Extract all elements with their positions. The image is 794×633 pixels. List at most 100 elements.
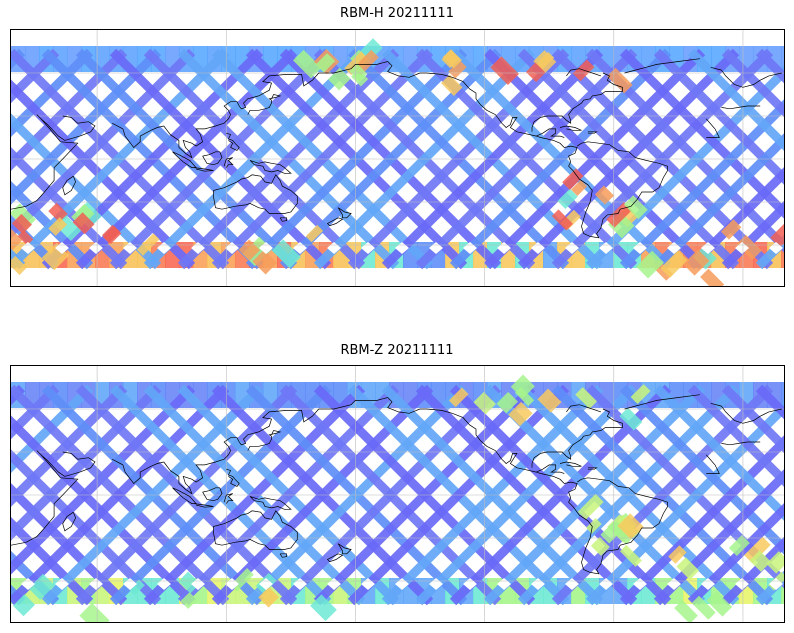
highlight-cell — [514, 386, 535, 407]
highlight-cell — [178, 571, 201, 594]
highlight-cell — [594, 185, 615, 205]
coastline — [62, 511, 76, 532]
south-band-cell — [781, 578, 784, 604]
highlight-cell — [271, 239, 301, 269]
map-canvas-top — [11, 30, 784, 286]
coastline — [213, 510, 298, 550]
map-canvas-bottom — [11, 366, 784, 622]
highlight-cell — [744, 536, 771, 564]
highlight-cell — [442, 49, 462, 69]
coastline — [202, 151, 223, 166]
north-band-cell — [781, 382, 784, 408]
ascending-track — [687, 384, 784, 487]
coastline — [279, 553, 287, 558]
north-band-cell — [781, 46, 784, 72]
coastline — [706, 118, 720, 138]
coastline — [11, 450, 79, 546]
ascending-track — [687, 48, 784, 151]
descending-track — [11, 48, 94, 137]
highlight-cell — [623, 195, 648, 220]
coastline — [226, 468, 240, 487]
highlight-cell — [700, 268, 725, 286]
highlight-cell — [136, 233, 160, 256]
coastline — [62, 175, 76, 196]
panel-title-top: RBM-H 20211111 — [340, 6, 454, 21]
highlight-cell — [575, 387, 598, 409]
coastline — [387, 61, 668, 239]
highlight-cell — [590, 536, 610, 556]
highlight-cell — [585, 518, 602, 534]
coastline — [566, 404, 602, 413]
highlight-cell — [79, 602, 110, 622]
highlight-cell — [12, 594, 36, 617]
coastline — [223, 157, 234, 168]
coastline — [193, 167, 214, 172]
highlight-cell — [557, 188, 578, 209]
highlight-cell — [28, 573, 55, 600]
highlight-cell — [180, 592, 198, 609]
highlight-cell — [749, 550, 772, 572]
coastline — [326, 217, 344, 227]
coastline — [710, 66, 782, 88]
highlight-cell — [728, 534, 750, 556]
graticule — [11, 366, 784, 622]
high-value-patches — [12, 374, 784, 622]
highlight-cell — [691, 595, 716, 620]
coastline — [11, 114, 79, 210]
coastline — [721, 441, 761, 446]
coastlines — [11, 394, 782, 575]
highlight-cell — [636, 250, 664, 279]
highlight-cell — [536, 51, 555, 70]
highlight-cell — [128, 579, 145, 596]
coastline — [249, 160, 292, 174]
coastline — [536, 464, 565, 474]
highlight-cell — [571, 179, 588, 196]
coastline — [223, 493, 234, 504]
coastline — [337, 543, 352, 555]
coastline — [566, 68, 602, 77]
highlight-cell — [674, 599, 698, 622]
highlight-cell — [606, 202, 632, 228]
highlight-cell — [720, 219, 742, 240]
map-panel-top — [10, 29, 785, 287]
highlight-cell — [293, 49, 322, 79]
highlight-cell — [562, 168, 584, 190]
coastline — [40, 115, 96, 141]
coastline — [559, 125, 582, 131]
descending-track — [11, 384, 60, 440]
descending-track — [11, 384, 94, 473]
coastline — [337, 207, 352, 219]
highlight-cell — [17, 229, 34, 246]
highlight-cell — [683, 249, 710, 276]
highlight-cell — [441, 74, 463, 96]
coastline — [536, 128, 565, 138]
ascending-track — [11, 517, 94, 606]
highlight-cell — [496, 391, 519, 414]
highlight-cell — [617, 513, 644, 540]
highlight-cell — [310, 594, 337, 622]
highlight-cell — [607, 67, 633, 94]
highlight-cell — [608, 520, 632, 545]
coastline — [249, 496, 292, 510]
highlight-cell — [305, 224, 324, 243]
graticule — [11, 30, 784, 286]
descending-track — [11, 48, 60, 104]
high-value-patches — [11, 38, 784, 286]
ascending-track — [11, 550, 60, 606]
highlight-cell — [258, 586, 280, 608]
highlight-cell — [11, 213, 33, 235]
coastline — [247, 430, 282, 451]
coastlines — [11, 58, 782, 239]
highlight-cell — [630, 384, 651, 405]
coastline — [531, 72, 623, 132]
highlight-cell — [619, 407, 643, 431]
coastline — [587, 467, 598, 470]
coastline — [172, 487, 197, 504]
ascending-track — [721, 48, 784, 118]
highlight-cell — [252, 249, 278, 275]
coastline — [531, 408, 623, 468]
coastline — [706, 454, 720, 474]
coastline — [247, 94, 282, 115]
coastline — [193, 503, 214, 508]
highlight-cell — [676, 557, 700, 580]
